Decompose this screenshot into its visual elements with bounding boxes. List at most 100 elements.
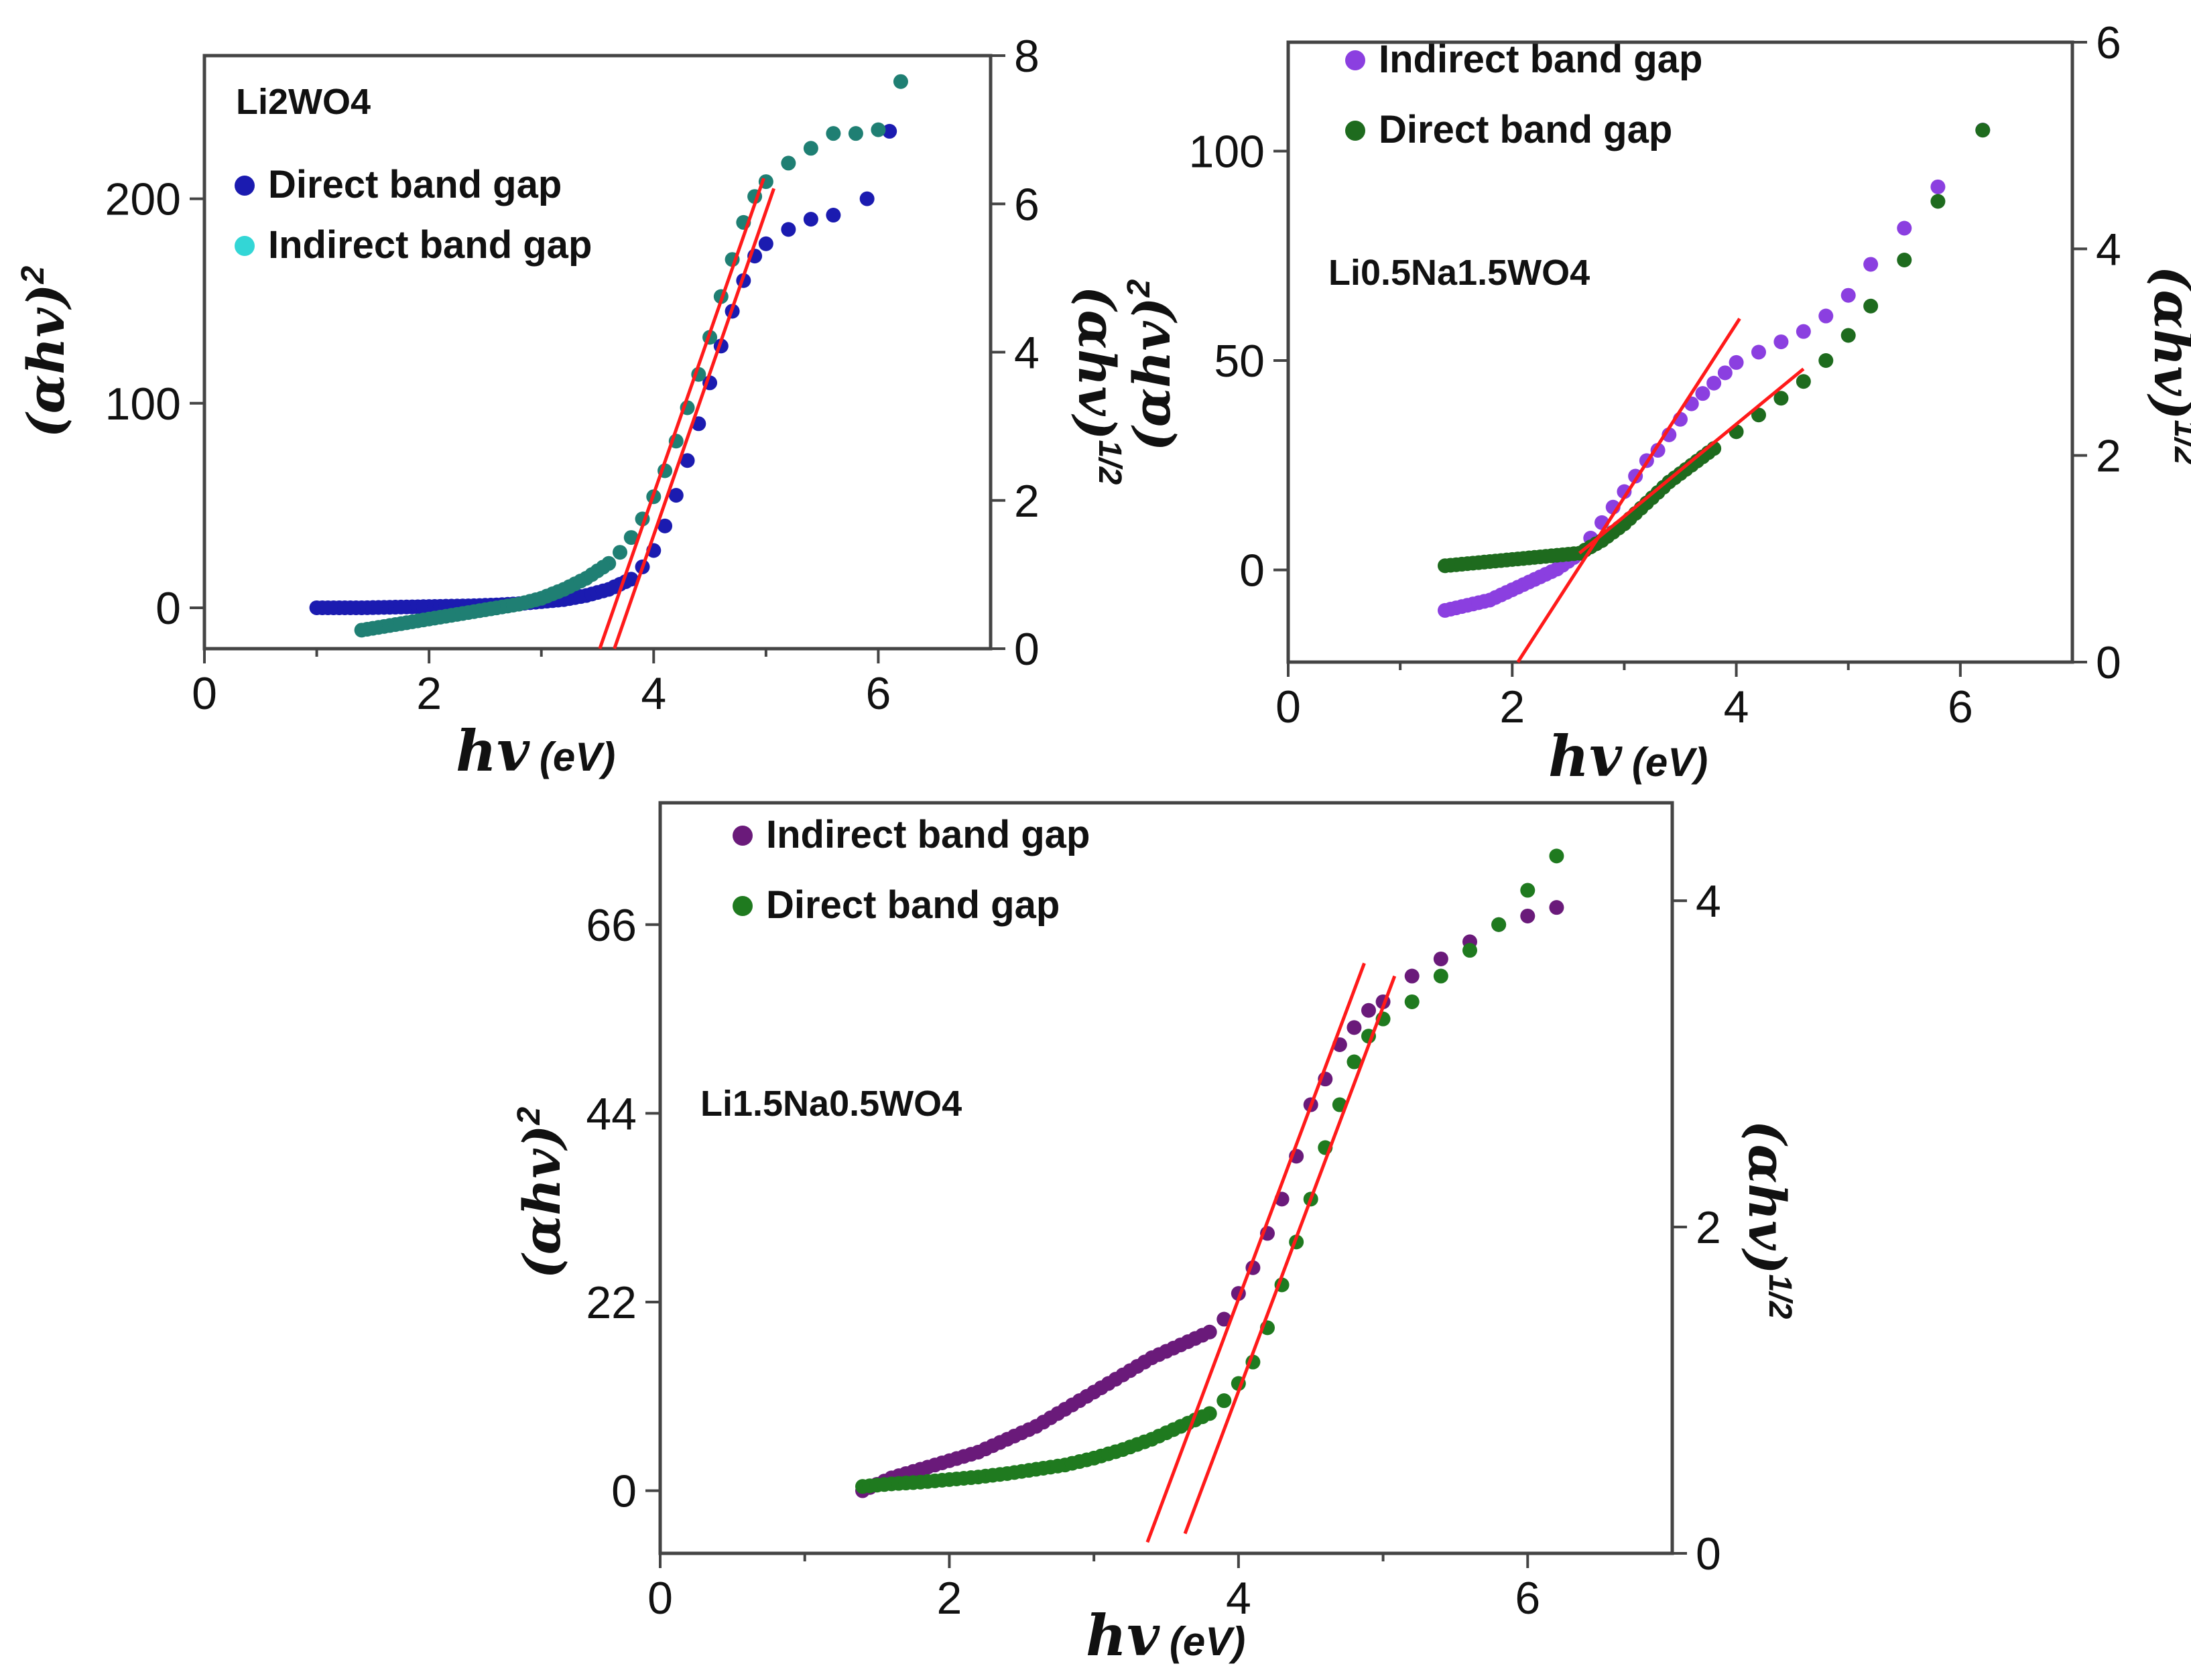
x-label-symbol: hv [456, 718, 530, 784]
y-right-tick-label: 0 [1014, 624, 1040, 675]
data-point [1499, 584, 1514, 600]
data-point [505, 598, 521, 613]
y-left-label-main: (αhv) [512, 1124, 572, 1279]
plot-frame [1286, 40, 2074, 664]
data-point [826, 208, 841, 223]
data-point [1521, 574, 1537, 590]
data-point [1975, 123, 1991, 138]
data-point [1678, 462, 1694, 477]
y-right-tick-label: 2 [1014, 476, 1040, 527]
data-point [905, 1464, 921, 1479]
data-point [992, 1435, 1007, 1450]
x-tick-label: 6 [866, 668, 891, 719]
y-left-tick-label: 50 [1214, 336, 1265, 387]
y-right-tick-label: 0 [2096, 637, 2121, 688]
chart-panel-1: 0 2 4 6 0 100 200 0 2 4 6 8 Direct band gap Indirect … [15, 31, 1127, 784]
data-point [1930, 179, 1946, 194]
y-left-tick-label: 44 [586, 1088, 637, 1139]
data-point [1544, 564, 1559, 580]
data-point [1549, 848, 1564, 864]
x-tick-label: 4 [1226, 1573, 1251, 1624]
chart-panel-3: 0 2 4 6 0 22 44 66 0 2 4 Indirect band gap Direct ba… [511, 801, 1798, 1669]
data-point [1773, 334, 1789, 350]
legend-marker [733, 896, 753, 916]
y-left-label-sup: 2 [15, 265, 51, 284]
data-point [438, 608, 454, 624]
data-point [1462, 943, 1477, 958]
linear-fit-line [1516, 318, 1741, 663]
data-point [781, 222, 796, 237]
y-right-tick-label: 8 [1014, 31, 1040, 82]
y-right-tick-label: 4 [1014, 328, 1040, 379]
series-indirect-band-gap [1438, 123, 1991, 618]
x-tick-label: 2 [416, 668, 442, 719]
plot-frame [658, 801, 1674, 1555]
data-point [1137, 1354, 1152, 1370]
data-point [1729, 354, 1744, 370]
data-point [1655, 480, 1671, 495]
x-tick-label: 6 [1948, 682, 1973, 732]
linear-fit-line [1183, 975, 1397, 1535]
legend-label: Direct band gap [268, 163, 562, 206]
data-point [658, 518, 673, 533]
y-right-axis-label: (αhv)1/2 [1067, 286, 1127, 485]
legend-marker [235, 176, 255, 196]
x-tick-label: 0 [192, 668, 217, 719]
y-right-axis-label: (αhv)1/2 [2143, 266, 2191, 465]
data-point [848, 126, 863, 141]
y-right-tick-label: 4 [2096, 224, 2121, 275]
data-point [905, 1475, 921, 1490]
x-tick-label: 0 [1275, 682, 1301, 732]
x-axis-label: hv (eV) [1086, 1602, 1245, 1669]
data-point [1347, 1020, 1362, 1035]
y-left-tick-label: 100 [1189, 127, 1265, 178]
data-point [1433, 968, 1448, 984]
data-point [1930, 194, 1946, 209]
data-point [550, 584, 566, 599]
legend-marker [235, 236, 255, 256]
data-point [963, 1470, 979, 1486]
y-left-tick-label: 100 [105, 379, 181, 430]
data-point [1021, 1422, 1037, 1437]
data-point [416, 612, 431, 628]
x-tick-label: 2 [937, 1573, 962, 1624]
data-point [781, 155, 796, 171]
data-point [871, 122, 886, 137]
data-point [1079, 1452, 1094, 1468]
y-left-tick-label: 0 [611, 1466, 637, 1517]
series-indirect-band-gap [354, 74, 908, 638]
y-left-tick-label: 66 [586, 900, 637, 951]
x-tick-label: 4 [641, 668, 666, 719]
y-right-axis-label: (αhv)1/2 [1737, 1120, 1798, 1319]
y-left-tick-label: 22 [586, 1277, 637, 1328]
data-point [1454, 599, 1470, 615]
y-left-label-sup: 2 [511, 1106, 547, 1125]
sample-label: Li0.5Na1.5WO4 [1328, 253, 1590, 293]
data-point [859, 191, 875, 206]
data-point [668, 488, 684, 503]
data-point [1347, 1054, 1362, 1070]
data-point [1499, 552, 1514, 568]
x-label-unit: (eV) [1170, 1619, 1245, 1664]
y-left-axis-label: (αhv)2 [15, 265, 76, 438]
data-point [416, 599, 431, 615]
data-point [1717, 365, 1733, 381]
y-right-tick-label: 2 [2096, 431, 2121, 482]
data-point [595, 583, 611, 598]
y-right-label-sup: 1/2 [1762, 1275, 1798, 1319]
legend-label: Indirect band gap [766, 813, 1090, 856]
legend-label: Direct band gap [766, 883, 1060, 927]
data-point [992, 1467, 1007, 1482]
data-point [1566, 546, 1582, 562]
data-point [680, 453, 695, 468]
data-point [1361, 1003, 1376, 1018]
data-point [1216, 1311, 1232, 1327]
x-label-unit: (eV) [540, 734, 615, 779]
y-left-label-main: (αhv) [1122, 297, 1182, 451]
data-point [1818, 353, 1834, 368]
legend-label: Indirect band gap [268, 223, 592, 267]
data-point [877, 1477, 892, 1492]
data-point [1520, 883, 1536, 898]
sample-label: Li2WO4 [236, 82, 371, 122]
x-tick-label: 4 [1724, 682, 1749, 732]
